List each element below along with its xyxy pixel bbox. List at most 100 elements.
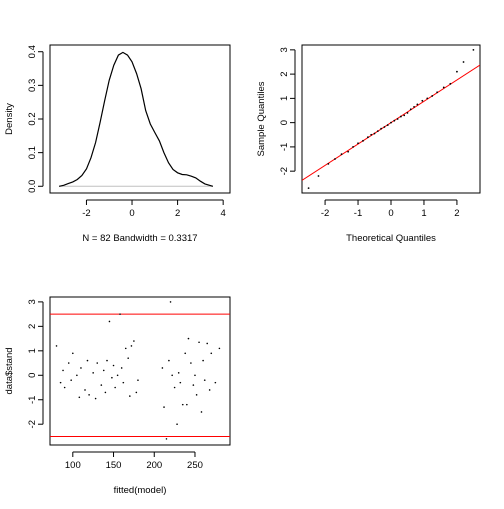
x-tick-label: 250 [187, 460, 203, 471]
residual-point [215, 382, 217, 384]
residual-point [127, 357, 129, 359]
qq-point [387, 124, 389, 126]
residual-point [180, 382, 182, 384]
plot-frame [302, 45, 480, 193]
qq-point [407, 112, 409, 114]
residual-point [106, 360, 108, 362]
residual-point [168, 360, 170, 362]
qq-point [390, 122, 392, 124]
qq-point [443, 87, 445, 89]
x-tick-label: 2 [175, 208, 180, 219]
residual-point [92, 372, 94, 374]
residual-point [68, 362, 70, 364]
data-layer [50, 301, 230, 440]
x-tick-label: 150 [106, 460, 122, 471]
residual-point [133, 340, 135, 342]
qq-point [413, 106, 415, 108]
x-tick-label: -2 [321, 208, 329, 219]
residual-point [166, 438, 168, 440]
qq-point [347, 151, 349, 153]
plot-frame [50, 297, 230, 445]
residual-point [210, 352, 212, 354]
y-tick-label: -1 [27, 396, 38, 404]
qq-point [308, 187, 310, 189]
x-tick-label: 100 [65, 460, 81, 471]
residual-point [95, 398, 97, 400]
qq-point [456, 71, 458, 73]
residual-point [129, 395, 131, 397]
x-tick-label: -1 [354, 208, 362, 219]
residual-point [198, 341, 200, 343]
residual-point [64, 387, 66, 389]
qq-point [431, 95, 433, 97]
panel-qq: -2 -1 0 1 2 -2 -1 0 1 2 3 Theoretical Quantiles Samp… [256, 45, 480, 244]
residual-point [186, 404, 188, 406]
residual-point [206, 343, 208, 345]
y-tick-label: -2 [27, 420, 38, 428]
residual-point [87, 360, 89, 362]
qq-point [473, 49, 475, 51]
qq-point [449, 83, 451, 85]
residual-point [125, 348, 127, 350]
qq-point [374, 133, 376, 135]
residual-point [79, 396, 81, 398]
qq-point [384, 126, 386, 128]
y-tick-label: 0.1 [27, 146, 38, 159]
residual-point [103, 370, 105, 372]
y-tick-label: 3 [27, 299, 38, 304]
data-layer [302, 49, 480, 189]
residual-point [80, 367, 82, 369]
residual-point [163, 406, 165, 408]
qq-point [410, 108, 412, 110]
x-tick-label: 2 [454, 208, 459, 219]
y-tick-label: 0 [27, 373, 38, 378]
qq-point [416, 104, 418, 106]
y-tick-label: 0.2 [27, 112, 38, 125]
qq-point [362, 140, 364, 142]
qq-point [397, 118, 399, 120]
residual-point [72, 352, 74, 354]
residual-point [194, 374, 196, 376]
y-tick-label: 0.3 [27, 79, 38, 92]
residual-point [171, 374, 173, 376]
y-tick-label: 1 [279, 96, 290, 101]
residual-point [70, 379, 72, 381]
residual-point [170, 301, 172, 303]
residual-point [62, 370, 64, 372]
plot-frame [50, 45, 230, 193]
x-tick-label: 4 [221, 208, 226, 219]
residual-point [121, 367, 123, 369]
qq-point [357, 142, 359, 144]
y-tick-label: 0.4 [27, 45, 38, 58]
x-tick-label: 0 [388, 208, 393, 219]
x-tick-label: -2 [82, 208, 90, 219]
qq-point [436, 91, 438, 93]
residual-point [184, 352, 186, 354]
residual-point [131, 345, 133, 347]
x-axis-title: N = 82 Bandwidth = 0.3317 [82, 233, 197, 244]
y-tick-label: 2 [279, 71, 290, 76]
residual-point [193, 384, 195, 386]
qq-point [318, 175, 320, 177]
qq-point [380, 128, 382, 130]
density-curve [59, 52, 213, 186]
qq-point [400, 116, 402, 118]
residual-point [182, 404, 184, 406]
residual-point [60, 382, 62, 384]
qq-point [370, 134, 372, 136]
y-axis-title: Density [4, 103, 15, 135]
y-axis-title: data$stand [4, 347, 15, 394]
residual-point [136, 392, 138, 394]
qq-point [403, 114, 405, 116]
residual-point [114, 387, 116, 389]
residual-point [88, 394, 90, 396]
residual-point [119, 313, 121, 315]
qq-point [377, 130, 379, 132]
qq-point [352, 146, 354, 148]
residual-point [201, 411, 203, 413]
residual-point [117, 374, 119, 376]
panel-residuals: 100 150 200 250 -2 -1 0 1 2 3 fitted(model) data$st… [4, 297, 230, 496]
y-tick-label: 3 [279, 47, 290, 52]
